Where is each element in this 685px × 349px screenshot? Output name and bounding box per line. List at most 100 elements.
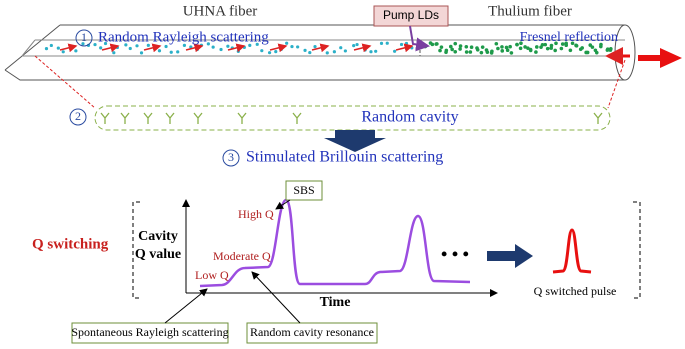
dot — [93, 42, 97, 47]
dot — [534, 50, 538, 54]
dot — [296, 45, 300, 49]
scatterer — [292, 112, 302, 124]
step-label: Random cavity — [361, 109, 458, 126]
dot — [428, 41, 433, 45]
scatterer — [143, 112, 153, 124]
dot — [164, 44, 168, 49]
dot — [594, 50, 599, 55]
pointer — [275, 199, 291, 210]
dot — [374, 49, 378, 53]
dot — [74, 49, 78, 53]
dot — [519, 41, 523, 46]
pump-arrow — [409, 25, 430, 52]
small-arrow — [59, 43, 78, 53]
scatterer — [100, 112, 110, 124]
dot — [182, 43, 187, 47]
dot — [112, 51, 116, 55]
dot — [485, 50, 490, 54]
dot — [139, 51, 144, 55]
dot — [260, 49, 264, 53]
dot — [464, 44, 469, 49]
dot — [570, 41, 575, 46]
step-circle — [222, 149, 240, 167]
dot — [439, 45, 444, 49]
y-label: Cavity — [138, 229, 178, 244]
dot — [584, 50, 588, 55]
step-label: Stimulated Brillouin scattering — [246, 149, 443, 166]
dot — [468, 50, 473, 54]
dot — [496, 46, 500, 51]
dot — [523, 45, 527, 49]
dot — [438, 48, 442, 53]
fiber — [4, 24, 636, 81]
dot — [504, 45, 509, 50]
dot — [399, 42, 404, 47]
dot — [157, 49, 162, 53]
dot — [534, 45, 539, 49]
dot — [434, 42, 439, 46]
bracket — [132, 201, 641, 299]
dot — [279, 47, 283, 52]
dot — [206, 42, 210, 46]
dot — [124, 43, 128, 47]
level-label: Moderate Q — [213, 249, 271, 263]
small-arrow — [227, 43, 246, 53]
output-arrow — [638, 48, 682, 68]
dot — [255, 42, 259, 46]
reflection-label: Fresnel reflection — [520, 30, 618, 45]
dot — [553, 48, 557, 53]
dot — [211, 45, 215, 49]
dot — [44, 47, 49, 51]
dot — [352, 44, 356, 48]
level-label: Low Q — [195, 268, 229, 282]
dot — [578, 47, 583, 52]
small-arrow — [269, 43, 288, 53]
small-arrow — [185, 43, 204, 53]
dot — [564, 41, 568, 46]
dot — [450, 47, 454, 52]
dot — [236, 49, 240, 53]
x-label: Time — [320, 295, 351, 310]
dot — [274, 50, 278, 54]
cavity-box — [94, 105, 611, 131]
dot — [103, 41, 108, 46]
dot — [554, 41, 558, 46]
callout-label: Spontaneous Rayleigh scattering — [71, 325, 228, 339]
dot — [528, 48, 533, 53]
dot — [469, 45, 474, 50]
dot — [539, 45, 543, 49]
dot — [549, 43, 554, 48]
dot — [458, 44, 463, 48]
link-line — [607, 59, 626, 109]
dot — [559, 46, 564, 51]
step-circle — [75, 29, 93, 47]
down-arrow — [324, 130, 386, 152]
q-curve — [199, 198, 471, 288]
scatterer — [237, 112, 247, 124]
dot — [303, 48, 307, 52]
step-label: Random Rayleigh scattering — [98, 29, 269, 45]
pump-label: Pump LDs — [383, 8, 439, 22]
dot — [99, 46, 103, 50]
dot — [285, 41, 289, 45]
dot — [518, 46, 523, 51]
callout-box — [246, 322, 378, 344]
peak-box — [285, 180, 323, 201]
dot — [574, 43, 578, 48]
small-arrow — [395, 43, 414, 53]
scatterers — [100, 112, 603, 124]
ellipsis: • • • — [441, 244, 469, 264]
step-number: 2 — [75, 109, 81, 123]
dot — [363, 48, 367, 52]
dot — [458, 47, 462, 51]
dot — [308, 50, 312, 55]
uhna-label: UHNA fiber — [183, 3, 258, 19]
small-arrow — [311, 43, 330, 53]
dot — [226, 44, 230, 48]
pulse-label: Q switched pulse — [534, 284, 617, 298]
dot — [509, 51, 514, 55]
dot — [453, 41, 458, 46]
dot — [339, 46, 343, 50]
dot — [169, 50, 173, 54]
dot — [404, 41, 409, 46]
